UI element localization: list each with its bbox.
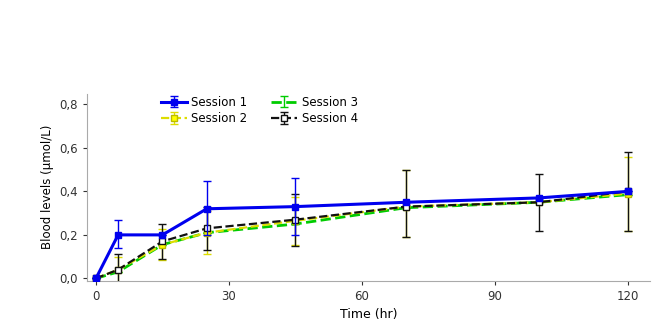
X-axis label: Time (hr): Time (hr)	[340, 308, 397, 321]
Legend: Session 1, Session 2, Session 3, Session 4: Session 1, Session 2, Session 3, Session…	[161, 96, 358, 125]
Y-axis label: Blood levels (μmol/L): Blood levels (μmol/L)	[41, 125, 54, 249]
